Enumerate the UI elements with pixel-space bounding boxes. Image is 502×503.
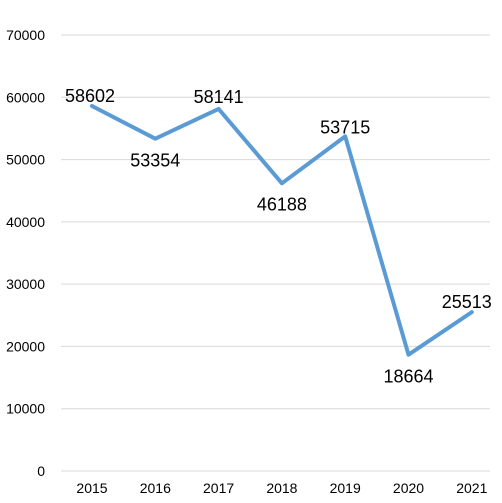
x-axis-tick-labels: 2015 2016 2017 2018 2019 2020 2021 (76, 480, 487, 496)
gridlines (61, 34, 490, 472)
x-tick-label: 2017 (203, 480, 234, 496)
data-label: 53715 (320, 117, 370, 137)
x-tick-label: 2019 (330, 480, 361, 496)
y-tick-label: 70000 (6, 27, 45, 43)
y-tick-label: 0 (37, 463, 45, 479)
y-tick-label: 10000 (6, 401, 45, 417)
x-tick-label: 2021 (456, 480, 487, 496)
y-axis-tick-labels: 0 10000 20000 30000 40000 50000 60000 70000 (6, 27, 45, 479)
y-tick-label: 20000 (6, 338, 45, 354)
y-tick-label: 50000 (6, 152, 45, 168)
data-label: 25513 (442, 292, 492, 312)
y-tick-label: 30000 (6, 276, 45, 292)
data-label: 58602 (65, 86, 115, 106)
x-tick-label: 2015 (76, 480, 107, 496)
data-label: 18664 (383, 367, 433, 387)
x-tick-label: 2016 (140, 480, 171, 496)
data-label: 58141 (194, 87, 244, 107)
y-tick-label: 40000 (6, 214, 45, 230)
data-labels: 58602 53354 58141 46188 53715 18664 25513 (65, 86, 492, 387)
x-tick-label: 2020 (393, 480, 424, 496)
x-tick-label: 2018 (266, 480, 297, 496)
y-tick-label: 60000 (6, 89, 45, 105)
series-line (90, 104, 474, 357)
data-label: 46188 (257, 194, 307, 214)
data-label: 53354 (130, 151, 180, 171)
